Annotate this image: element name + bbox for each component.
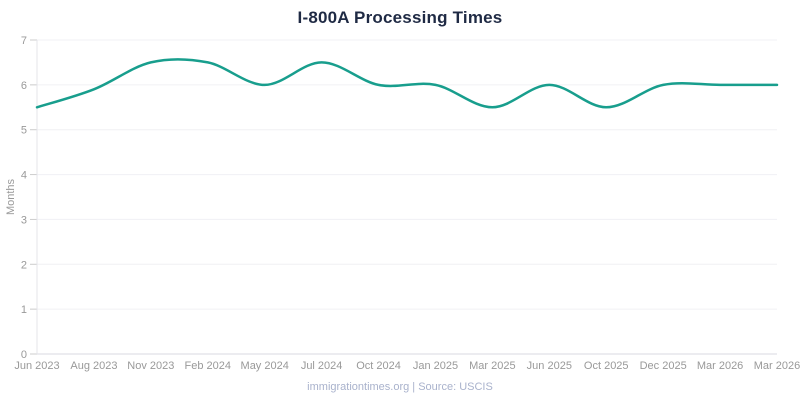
x-axis-tick-label: Jul 2024 <box>301 360 343 372</box>
y-axis-tick-label: 0 <box>21 349 27 361</box>
x-axis-tick-label: Oct 2024 <box>356 360 401 372</box>
y-axis-tick-label: 6 <box>21 80 27 92</box>
x-axis-tick-label: Mar 2026 <box>697 360 743 372</box>
y-axis-tick-label: 3 <box>21 214 27 226</box>
attribution-text: immigrationtimes.org | Source: USCIS <box>307 381 493 393</box>
x-axis-tick-label: May 2024 <box>241 360 289 372</box>
line-chart: 0 1 2 3 4 5 6 7 Months Jun 2023 Aug 2023 Nov 2023 Fe… <box>5 35 800 372</box>
x-axis-tick-label: Mar 2025 <box>469 360 515 372</box>
x-axis-tick-label: Nov 2023 <box>127 360 174 372</box>
y-axis-tick-label: 7 <box>21 35 27 47</box>
y-axis-tick-label: 4 <box>21 170 27 182</box>
chart-title: I-800A Processing Times <box>297 8 503 27</box>
x-axis-tick-label: Jun 2023 <box>14 360 59 372</box>
y-axis-tick-label: 5 <box>21 125 27 137</box>
x-axis-tick-label: Jun 2025 <box>527 360 572 372</box>
x-axis-tick-label: Oct 2025 <box>584 360 629 372</box>
y-axis-tick-label: 2 <box>21 259 27 271</box>
y-axis-tick-label: 1 <box>21 304 27 316</box>
series-line-i-800a <box>35 58 779 109</box>
x-axis-tick-label: Jan 2025 <box>413 360 458 372</box>
y-axis-title: Months <box>5 178 17 215</box>
x-axis-tick-label: Feb 2024 <box>185 360 231 372</box>
x-axis-tick-label: Aug 2023 <box>70 360 117 372</box>
x-axis-tick-label: Dec 2025 <box>640 360 687 372</box>
x-axis-tick-label: Mar 2026 <box>754 360 800 372</box>
